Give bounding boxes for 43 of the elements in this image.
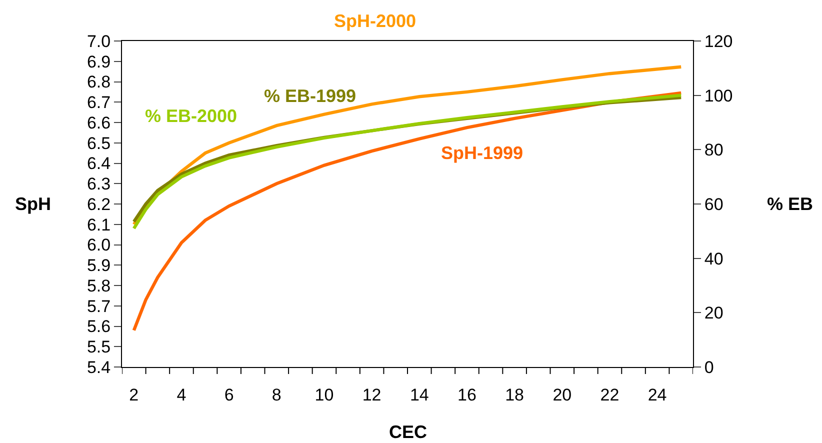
y-tick-label: 6.5 [86, 134, 111, 153]
x-tick-label: 12 [362, 385, 382, 404]
x-tick-label: 8 [272, 385, 282, 404]
y2-tick-label: 0 [704, 358, 714, 377]
y-tick-label: 5.6 [86, 317, 111, 336]
x-tick-label: 24 [648, 385, 667, 404]
y-tick-label: 6.9 [86, 52, 111, 72]
y2-tick-label: 60 [704, 194, 724, 214]
x-tick-label: 2 [129, 385, 139, 404]
x-tick-label: 14 [410, 385, 429, 404]
y-tick-label: 5.4 [86, 358, 111, 377]
y-tick-label: 5.7 [86, 296, 111, 316]
y-tick-label: 6.0 [86, 236, 111, 255]
x-tick-label: 6 [224, 385, 234, 404]
x-tick-label: 10 [314, 385, 334, 404]
y-tick-label: 5.8 [86, 276, 111, 296]
series-label: SpH-1999 [441, 143, 524, 163]
y-tick-label: 6.2 [86, 194, 111, 214]
x-tick-label: 18 [505, 385, 524, 404]
y-tick-label: 5.5 [86, 338, 111, 357]
series-label: % EB-2000 [145, 106, 238, 126]
y-tick-label: 6.6 [86, 113, 111, 132]
y-axis-title: SpH [15, 194, 51, 214]
x-tick-label: 4 [176, 385, 186, 404]
y2-tick-label: 100 [704, 86, 733, 106]
x-tick-label: 22 [600, 385, 620, 404]
x-tick-label: 16 [458, 385, 476, 404]
y-tick-label: 6.8 [86, 72, 111, 92]
series-label: % EB-1999 [264, 86, 356, 106]
text: SpH-2000 [334, 11, 416, 31]
y-tick-label: 6.7 [86, 93, 111, 112]
y-tick-label: 6.4 [86, 154, 111, 174]
y-tick-label: 7.0 [86, 32, 111, 51]
y-tick-label: 6.3 [86, 174, 111, 194]
y2-axis-title: % EB [767, 194, 814, 214]
x-axis-title: CEC [389, 422, 428, 442]
x-tick-label: 20 [552, 385, 572, 404]
y2-tick-label: 40 [704, 249, 724, 268]
y-tick-label: 5.9 [86, 256, 111, 276]
y2-tick-label: 120 [704, 32, 733, 51]
y2-tick-label: 20 [704, 304, 724, 323]
y2-tick-label: 80 [704, 140, 724, 160]
y-tick-label: 6.1 [86, 215, 111, 234]
